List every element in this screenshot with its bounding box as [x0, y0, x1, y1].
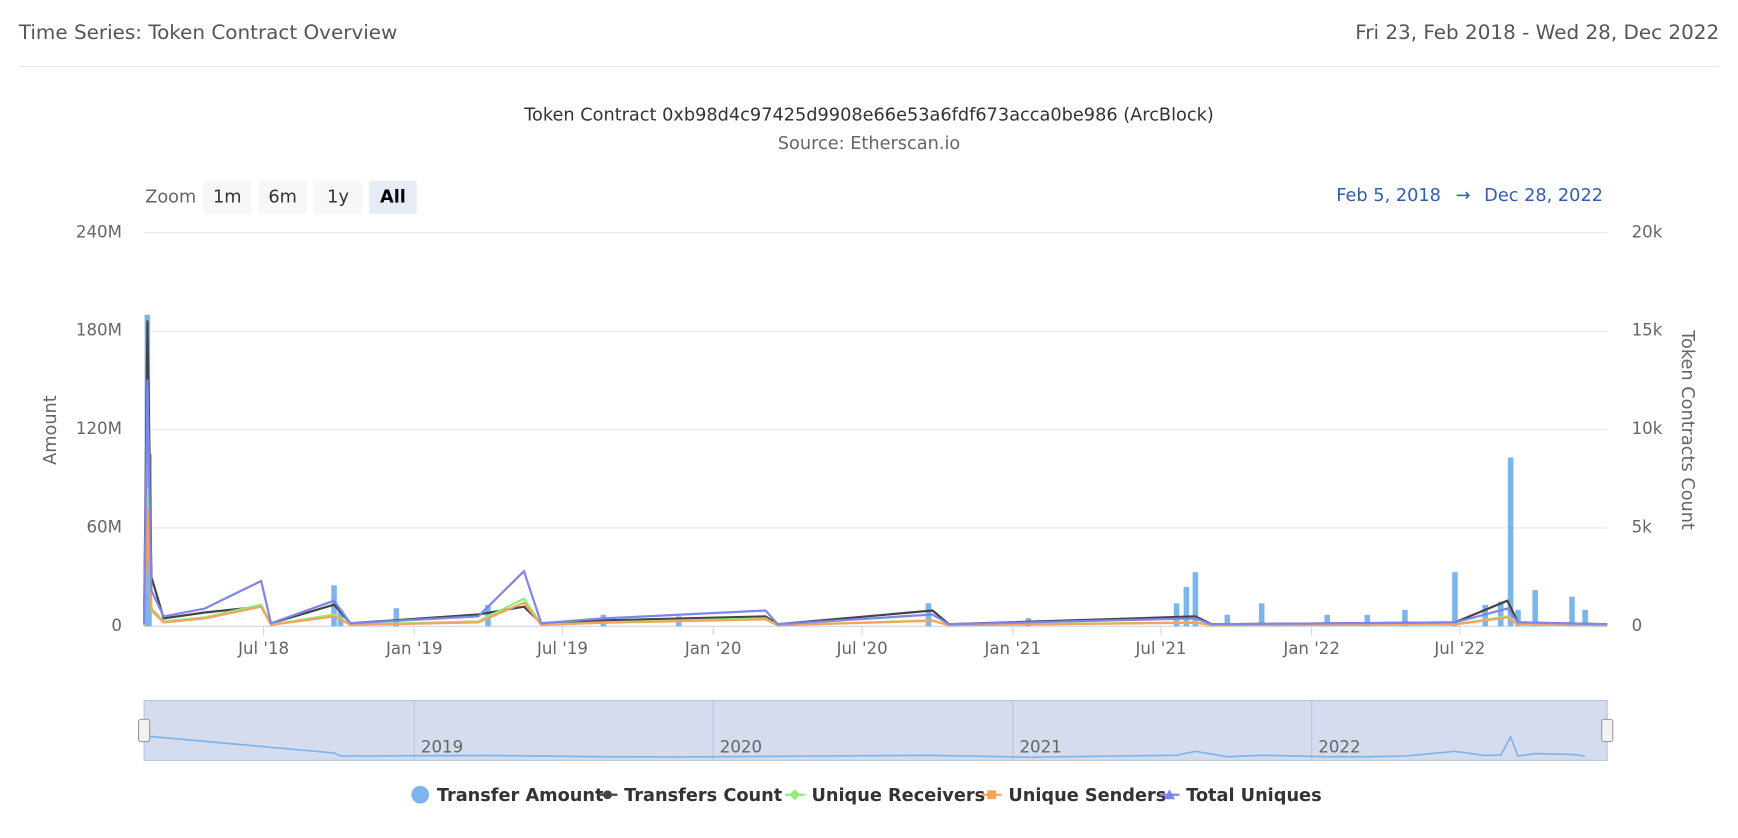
zoom-button-label[interactable]: 1y [327, 187, 349, 207]
bar [393, 608, 400, 627]
legend-item[interactable]: Unique Senders [981, 786, 1167, 806]
zoom-button[interactable] [202, 180, 252, 214]
y2-axis-title: Token Contracts Count [1677, 329, 1697, 530]
bar [1482, 604, 1488, 627]
legend-marker [987, 790, 997, 800]
bar [1532, 590, 1538, 627]
zoom-button[interactable] [258, 180, 308, 214]
navigator-bg [143, 699, 1608, 761]
legend-label[interactable]: Transfer Amount [437, 786, 604, 806]
legend-item[interactable]: Unique Receivers [784, 786, 985, 806]
bar [1258, 603, 1265, 627]
range-to[interactable]: Dec 28, 2022 [1484, 186, 1603, 206]
bar [1192, 572, 1199, 627]
legend-label[interactable]: Unique Receivers [811, 786, 985, 806]
series-line [142, 379, 1608, 626]
page-title: Time Series: Token Contract Overview [18, 20, 398, 44]
x-tick-label: Jan '20 [684, 639, 742, 658]
x-tick-label: Jan '19 [385, 639, 443, 658]
legend-symbol [411, 785, 430, 804]
series-line [142, 320, 1608, 626]
navigator-label: 2021 [1019, 738, 1061, 757]
bar [1324, 614, 1330, 627]
range-arrow: → [1456, 186, 1471, 206]
chart-subtitle: Source: Etherscan.io [778, 134, 960, 154]
y2-tick-label: 10k [1632, 419, 1663, 438]
zoom-button[interactable] [369, 180, 417, 214]
x-tick-label: Jul '18 [237, 639, 289, 658]
y-tick-label: 180M [76, 321, 122, 340]
y-tick-label: 240M [76, 222, 122, 241]
bar [1582, 609, 1588, 627]
bar [1402, 609, 1408, 627]
range-from[interactable]: Feb 5, 2018 [1336, 186, 1441, 206]
bar [1173, 603, 1180, 627]
series-line [142, 507, 1608, 627]
x-tick-label: Jul '19 [536, 639, 588, 658]
date-range: Fri 23, Feb 2018 - Wed 28, Dec 2022 [1355, 20, 1719, 44]
y-tick-label: 120M [76, 419, 122, 438]
navigator-label: 2022 [1318, 738, 1360, 757]
y2-tick-label: 15k [1632, 321, 1663, 340]
legend-marker [1163, 789, 1176, 800]
bar [1507, 457, 1514, 627]
legend-item[interactable]: Transfer Amount [411, 786, 604, 806]
navigator-line [146, 718, 1586, 759]
chart-title: Token Contract 0xb98d4c97425d9908e66e53a… [523, 105, 1214, 125]
zoom-button-label[interactable]: 6m [268, 187, 297, 207]
legend-label[interactable]: Total Uniques [1186, 786, 1322, 806]
zoom-button-label[interactable]: All [380, 187, 406, 207]
y2-tick-label: 5k [1632, 517, 1653, 536]
legend-label[interactable]: Unique Senders [1008, 786, 1166, 806]
bar [1364, 614, 1371, 627]
zoom-button[interactable] [313, 180, 363, 214]
bar [1183, 586, 1190, 627]
legend-item[interactable]: Total Uniques [1159, 786, 1322, 806]
y2-tick-label: 0 [1632, 616, 1643, 635]
y2-tick-label: 20k [1632, 222, 1663, 241]
navigator-handle[interactable] [1601, 718, 1614, 743]
bar [1515, 609, 1521, 627]
y-axis-title: Amount [41, 395, 61, 465]
zoom-label: Zoom [145, 187, 196, 207]
legend-marker [789, 789, 801, 801]
y-tick-label: 0 [111, 616, 122, 635]
bar [1224, 614, 1231, 627]
legend-label[interactable]: Transfers Count [624, 786, 783, 806]
bar [1569, 596, 1575, 627]
x-tick-label: Jul '21 [1134, 639, 1186, 658]
navigator-label: 2019 [421, 738, 463, 757]
x-tick-label: Jan '21 [983, 639, 1041, 658]
zoom-button-label[interactable]: 1m [213, 187, 242, 207]
bar [1452, 572, 1458, 627]
navigator-handle[interactable] [137, 718, 151, 743]
x-tick-label: Jul '20 [836, 639, 888, 658]
navigator-label: 2020 [720, 738, 762, 757]
x-tick-label: Jul '22 [1433, 639, 1485, 658]
x-tick-label: Jan '22 [1282, 639, 1340, 658]
y-tick-label: 60M [86, 517, 121, 536]
legend-item[interactable]: Transfers Count [597, 786, 783, 806]
legend-marker [603, 790, 612, 800]
bar [1497, 601, 1504, 627]
series-line [142, 487, 1608, 627]
